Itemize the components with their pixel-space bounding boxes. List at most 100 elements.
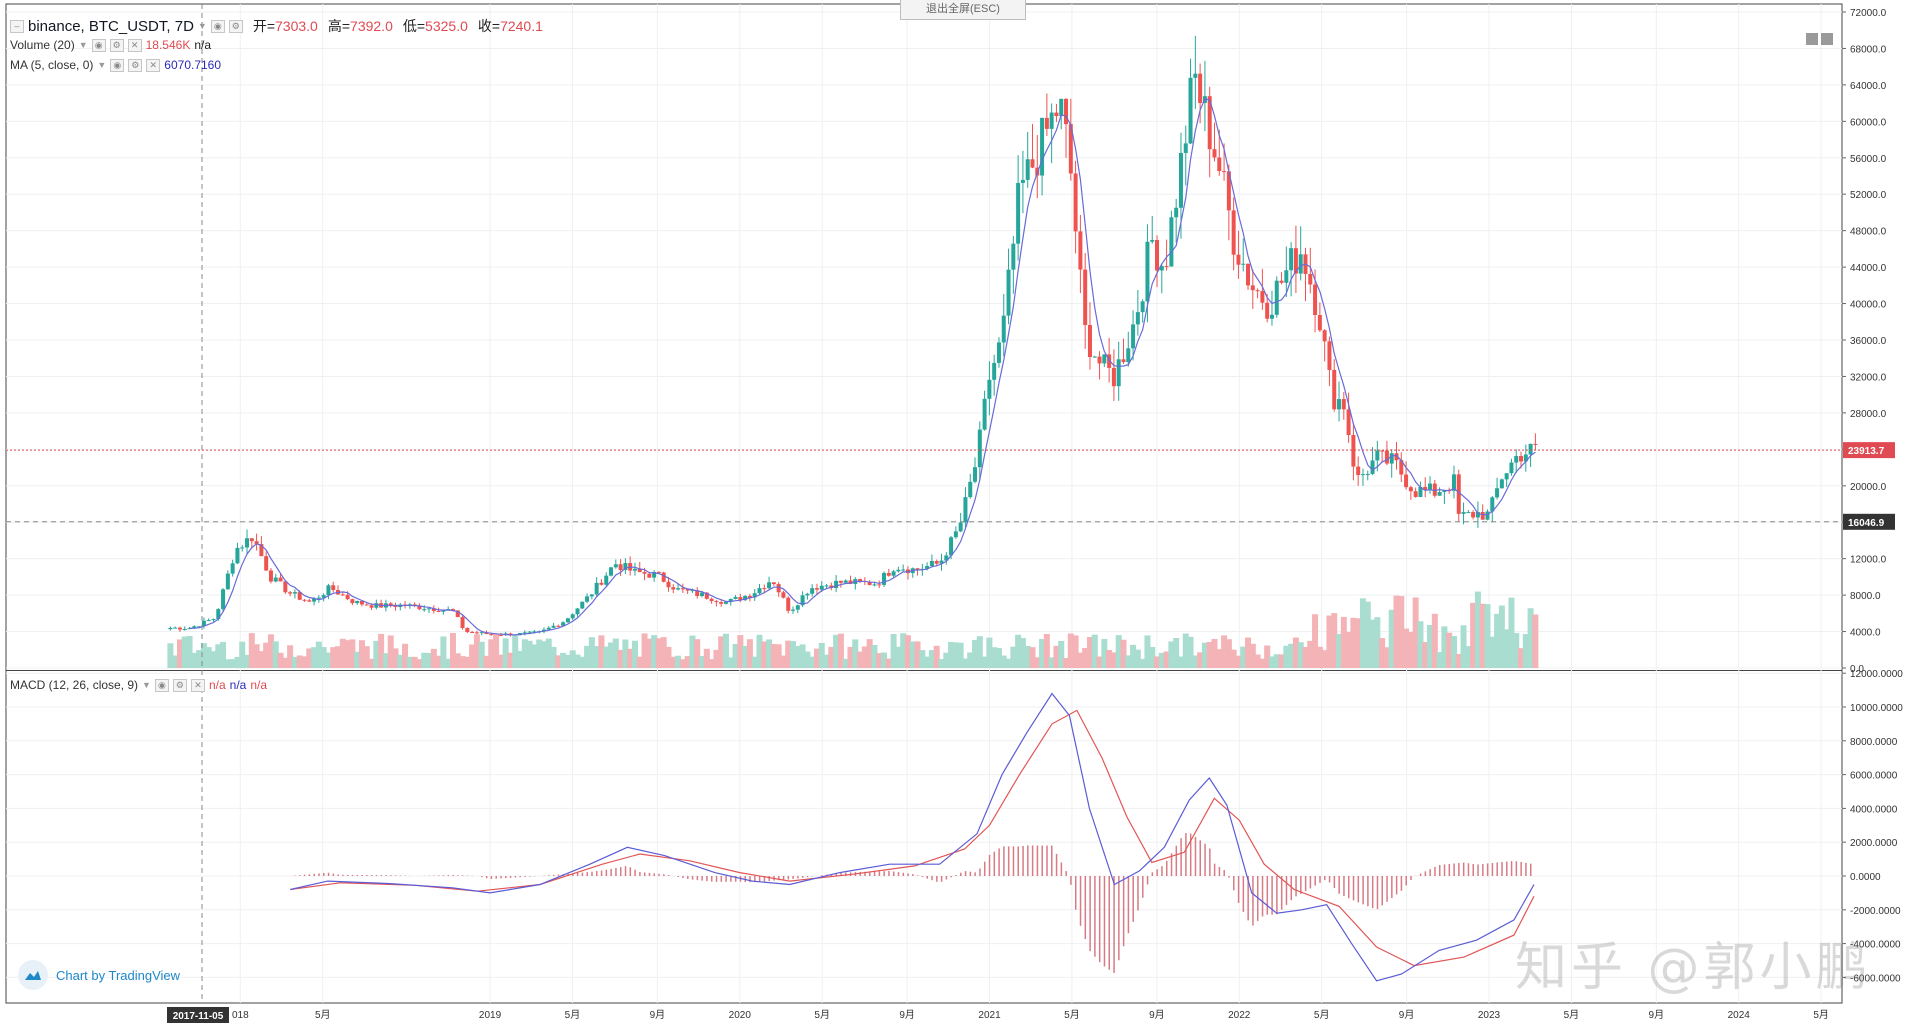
candle-body (1059, 98, 1064, 117)
settings-icon[interactable]: ⚙ (128, 58, 143, 72)
volume-bar (909, 641, 916, 668)
candle-body (1178, 152, 1183, 208)
candle-body (589, 594, 594, 597)
volume-bar (287, 645, 294, 668)
volume-bar (306, 648, 313, 668)
candle-body (1073, 173, 1078, 232)
candle-body (1490, 497, 1495, 512)
volume-bar (1264, 645, 1271, 668)
collapse-icon[interactable]: – (10, 19, 24, 33)
volume-bar (540, 641, 547, 668)
candle-body (743, 595, 748, 601)
candle-body (1437, 492, 1442, 496)
candle-body (1432, 483, 1437, 496)
maximize-icon[interactable] (1806, 33, 1818, 45)
high-label: 高= (327, 18, 351, 34)
close-icon[interactable]: ✕ (146, 58, 161, 72)
volume-bar (928, 650, 935, 668)
eye-icon[interactable]: ◉ (210, 19, 225, 33)
volume-bar (191, 652, 198, 668)
candle-body (1131, 324, 1136, 349)
crosshair-price-label: 16046.9 (1848, 518, 1885, 529)
volume-bar (866, 639, 873, 668)
volume-bar (1532, 614, 1539, 668)
tradingview-brand[interactable]: Chart by TradingView (18, 960, 180, 990)
time-tick-label: 9月 (899, 1009, 915, 1021)
eye-icon[interactable]: ◉ (154, 678, 169, 692)
volume-bar (1058, 640, 1065, 668)
volume-bar (1527, 608, 1534, 668)
volume-bar (1302, 646, 1309, 668)
eye-icon[interactable]: ◉ (110, 58, 125, 72)
volume-bar (291, 656, 298, 668)
candle-body (1150, 239, 1155, 242)
chevron-down-icon[interactable]: ▼ (142, 680, 151, 690)
candle-body (1121, 359, 1126, 363)
volume-bar (708, 659, 715, 668)
candle-body (355, 600, 360, 604)
volume-bar (761, 641, 768, 668)
volume-bar (1125, 655, 1132, 668)
close-icon[interactable]: ✕ (127, 38, 142, 52)
last-price-label: 23913.7 (1848, 446, 1885, 457)
volume-bar (627, 648, 634, 668)
candle-body (700, 592, 705, 596)
candle-body (776, 584, 781, 593)
macd-tick-label: 8000.0000 (1850, 737, 1898, 748)
candle-body (1485, 511, 1490, 520)
candle-body (781, 592, 786, 598)
candle-body (585, 596, 590, 602)
pane-settings-icon[interactable] (1821, 33, 1833, 45)
candle-body (1217, 157, 1222, 172)
candle-body (929, 561, 934, 566)
volume-bar (823, 654, 830, 668)
volume-bar (699, 656, 706, 668)
volume-bar (1010, 646, 1017, 668)
eye-icon[interactable]: ◉ (91, 38, 106, 52)
volume-bar (1072, 635, 1079, 668)
volume-na: n/a (194, 38, 212, 52)
candle-body (1442, 490, 1447, 493)
candle-body (656, 571, 661, 573)
volume-bar (378, 633, 385, 668)
volume-bar (957, 642, 964, 668)
settings-icon[interactable]: ⚙ (109, 38, 124, 52)
volume-bar (1149, 647, 1156, 668)
candle-body (1198, 73, 1203, 103)
volume-bar (1120, 639, 1127, 668)
volume-bar (924, 656, 931, 668)
volume-bar (258, 651, 265, 668)
settings-icon[interactable]: ⚙ (228, 19, 243, 33)
candle-body (522, 632, 527, 634)
volume-bar (560, 652, 567, 668)
volume-bar (349, 639, 356, 668)
candle-body (177, 627, 182, 630)
candle-body (427, 608, 432, 610)
volume-bar (651, 635, 658, 668)
watermark: 知乎 @郭小鹏 (1515, 938, 1872, 998)
volume-bar (655, 638, 662, 668)
candle-body (254, 541, 259, 545)
candle-body (369, 605, 374, 608)
volume-bar (1307, 640, 1314, 668)
candle-body (1140, 301, 1145, 313)
chevron-down-icon[interactable]: ▼ (97, 60, 107, 70)
chevron-down-icon[interactable]: ▼ (197, 21, 207, 31)
volume-bar (1268, 656, 1275, 668)
volume-bar (1158, 652, 1165, 668)
candle-body (838, 580, 843, 583)
volume-bar (220, 641, 227, 668)
volume-bar (641, 633, 648, 668)
chevron-down-icon[interactable]: ▼ (78, 40, 88, 50)
volume-bar (373, 640, 380, 668)
candle-body (1054, 112, 1059, 117)
candle-body (977, 429, 982, 468)
volume-bar (675, 655, 682, 668)
volume-bar (818, 642, 825, 668)
exit-fullscreen-tip[interactable]: 退出全屏(ESC) (900, 0, 1026, 20)
close-icon[interactable]: ✕ (190, 678, 205, 692)
settings-icon[interactable]: ⚙ (172, 678, 187, 692)
time-tick-label: 5月 (315, 1009, 331, 1021)
macd-tick-label: 6000.0000 (1850, 771, 1898, 782)
